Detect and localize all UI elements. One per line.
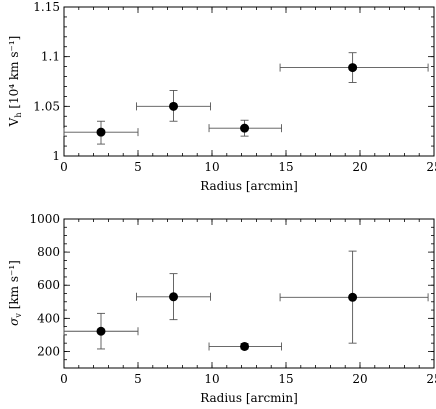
velocity-y-axis-unit: [10⁴ km s⁻¹] [7,36,21,113]
dispersion-y-axis-unit: [km s⁻¹] [7,260,21,313]
dispersion-y-axis-label: σv [km s⁻¹] [7,260,23,326]
velocity-data-points [96,63,358,137]
dispersion-y-tick-label: 800 [37,245,60,259]
dispersion-y-tick-label: 600 [37,278,60,292]
dispersion-plot-frame [63,218,435,369]
dispersion-data-point [240,341,250,351]
velocity-y-axis-symbol: V [7,117,21,127]
dispersion-minor-ticks [63,218,435,369]
velocity-x-tick-label: 25 [426,160,436,174]
velocity-y-tick-label: 1.15 [33,0,60,14]
velocity-data-point [348,63,358,73]
dispersion-y-axis-subscript: v [14,313,23,319]
velocity-x-tick-label: 5 [134,160,142,174]
velocity-x-tick-label: 20 [352,160,367,174]
velocity-data-point [169,101,179,111]
dispersion-x-tick-label: 10 [204,372,219,386]
velocity-y-tick-labels: 1 1.05 1.1 1.15 [33,0,60,163]
dispersion-data-point [169,292,179,302]
dispersion-x-tick-label: 0 [60,372,68,386]
dispersion-error-bars [63,250,429,351]
velocity-data-point [96,127,106,137]
dispersion-x-tick-label: 25 [426,372,436,386]
dispersion-y-axis-symbol: σ [7,317,21,326]
dispersion-y-tick-label: 1000 [29,212,60,226]
dispersion-y-tick-label: 200 [37,344,60,358]
velocity-x-tick-label: 15 [278,160,293,174]
velocity-y-tick-label: 1 [52,149,60,163]
dispersion-major-ticks [63,218,435,368]
dispersion-data-point [96,326,106,336]
velocity-x-axis-label: Radius [arcmin] [200,179,298,193]
velocity-y-axis-label: Vh [10⁴ km s⁻¹] [7,36,23,128]
dispersion-x-tick-label: 15 [278,372,293,386]
velocity-x-tick-label: 10 [204,160,219,174]
dispersion-x-tick-labels: 0 5 10 15 20 25 [60,372,436,386]
dispersion-y-tick-labels: 200 400 600 800 1000 [29,212,60,358]
velocity-x-tick-labels: 0 5 10 15 20 25 [60,160,436,174]
velocity-y-tick-label: 1.05 [33,99,60,113]
dispersion-data-points [96,292,358,351]
dispersion-y-tick-label: 400 [37,311,60,325]
dispersion-x-tick-label: 5 [134,372,142,386]
dispersion-x-tick-label: 20 [352,372,367,386]
velocity-major-ticks [63,6,435,157]
velocity-data-point [240,123,250,133]
velocity-y-axis-subscript: h [14,113,23,118]
velocity-y-tick-label: 1.1 [41,50,60,64]
velocity-x-tick-label: 0 [60,160,68,174]
dispersion-x-axis-label: Radius [arcmin] [200,391,298,405]
dispersion-data-point [348,292,358,302]
velocity-minor-ticks [63,6,435,157]
dispersion-panel: 0 5 10 15 20 25 200 400 600 800 1000 Radius [arcm… [7,212,436,405]
velocity-panel: 0510152025 11.051.11.15 Radius [arcmin] … [7,0,436,193]
velocity-plot-frame [63,6,435,157]
